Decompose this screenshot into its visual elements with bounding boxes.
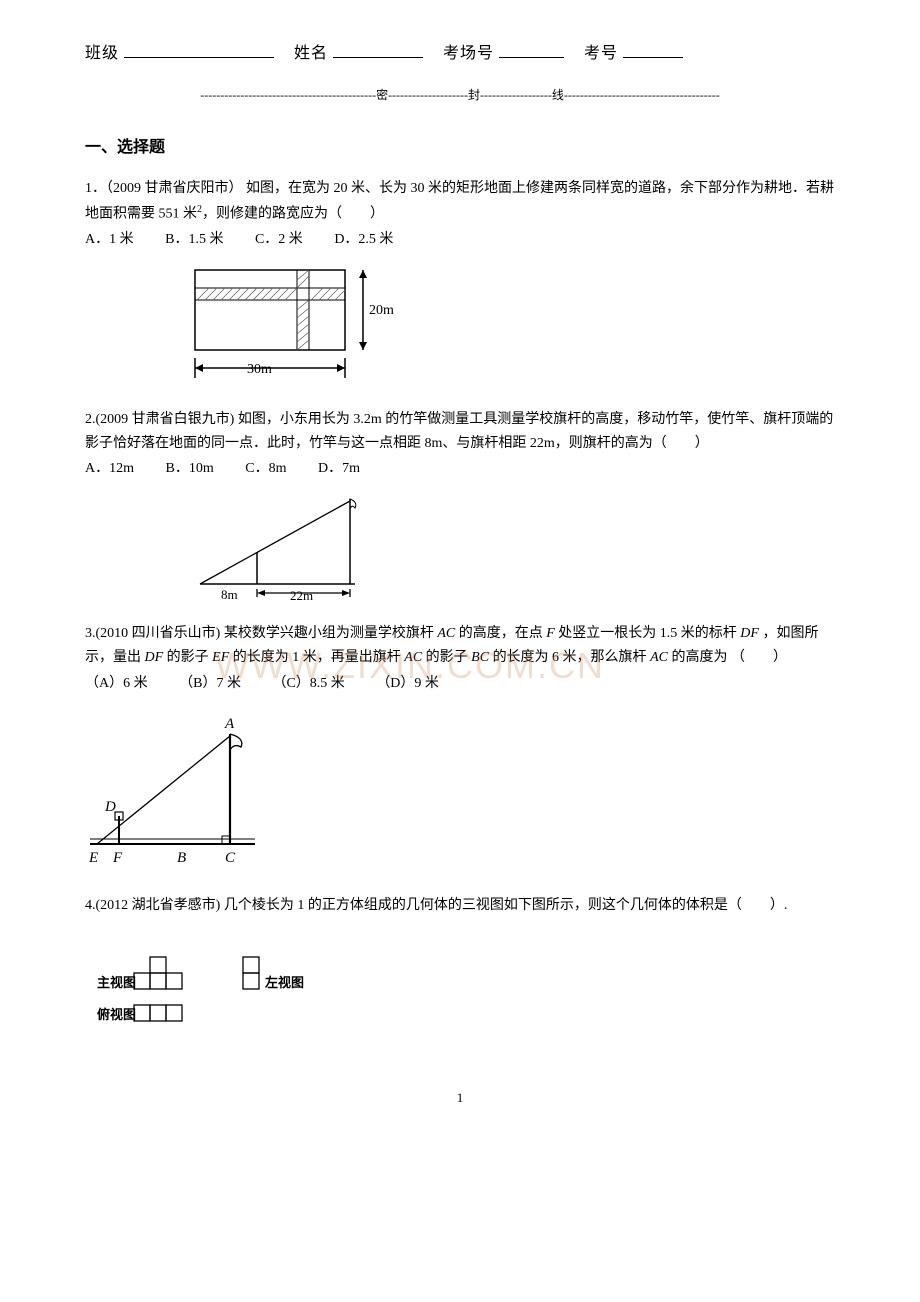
svg-text:主视图: 主视图 bbox=[97, 975, 136, 990]
q4-text: 4.(2012 湖北省孝感市) 几个棱长为 1 的正方体组成的几何体的三视图如下… bbox=[85, 894, 835, 918]
q1-options: A．1 米 B．1.5 米 C．2 米 D．2.5 米 bbox=[85, 228, 835, 252]
q1-figure: 20m 30m bbox=[185, 260, 835, 390]
name-label: 姓名 bbox=[294, 45, 328, 62]
class-label: 班级 bbox=[85, 45, 119, 62]
q3-options: （A）6 米 （B）7 米 （C）8.5 米 （D）9 米 bbox=[85, 672, 835, 696]
q4-figure: 主视图 左视图 俯视图 bbox=[95, 947, 835, 1047]
q1-text: 1．（2009 甘肃省庆阳市） 如图，在宽为 20 米、长为 30 米的矩形地面… bbox=[85, 181, 834, 221]
q2-fig-b: 22m bbox=[290, 588, 313, 603]
id-blank[interactable] bbox=[623, 42, 683, 58]
q1-opt-b: B．1.5 米 bbox=[165, 232, 223, 247]
q3-text: 3.(2010 四川省乐山市) 某校数学兴趣小组为测量学校旗杆 AC 的高度，在… bbox=[85, 622, 835, 670]
q2-text: 2.(2009 甘肃省白银九市) 如图，小东用长为 3.2m 的竹竿做测量工具测… bbox=[85, 408, 835, 456]
svg-text:A: A bbox=[224, 716, 235, 732]
svg-text:B: B bbox=[177, 850, 186, 866]
q3-opt-c: （C）8.5 米 bbox=[272, 676, 344, 691]
page: 班级 姓名 考场号 考号 ---------------------------… bbox=[85, 40, 835, 1109]
q1-text-tail: ，则修建的路宽应为（ ） bbox=[202, 206, 384, 221]
q2-opt-a: A．12m bbox=[85, 461, 134, 476]
q1-opt-a: A．1 米 bbox=[85, 232, 134, 247]
svg-text:F: F bbox=[112, 850, 123, 866]
q2-opt-c: C．8m bbox=[245, 461, 286, 476]
q3-opt-b: （B）7 米 bbox=[179, 676, 241, 691]
svg-text:俯视图: 俯视图 bbox=[97, 1007, 136, 1022]
section-title: 一、选择题 bbox=[85, 134, 835, 161]
header-row: 班级 姓名 考场号 考号 bbox=[85, 40, 835, 67]
q3-opt-a: （A）6 米 bbox=[85, 676, 148, 691]
q1-opt-c: C．2 米 bbox=[255, 232, 303, 247]
svg-text:左视图: 左视图 bbox=[265, 975, 304, 990]
q2-opt-b: B．10m bbox=[166, 461, 214, 476]
q2-opt-d: D．7m bbox=[318, 461, 360, 476]
svg-text:E: E bbox=[88, 850, 98, 866]
svg-text:C: C bbox=[225, 850, 236, 866]
class-blank[interactable] bbox=[124, 42, 274, 58]
id-label: 考号 bbox=[584, 45, 618, 62]
question-4: 4.(2012 湖北省孝感市) 几个棱长为 1 的正方体组成的几何体的三视图如下… bbox=[85, 894, 835, 1048]
question-2: 2.(2009 甘肃省白银九市) 如图，小东用长为 3.2m 的竹竿做测量工具测… bbox=[85, 408, 835, 604]
q2-fig-a: 8m bbox=[221, 587, 238, 602]
page-number: 1 bbox=[85, 1087, 835, 1109]
room-label: 考场号 bbox=[443, 45, 494, 62]
seal-line: ----------------------------------------… bbox=[85, 85, 835, 105]
q1-fig-w: 30m bbox=[247, 362, 272, 377]
q3-opt-d: （D）9 米 bbox=[376, 676, 439, 691]
q2-options: A．12m B．10m C．8m D．7m bbox=[85, 457, 835, 481]
question-3: 3.(2010 四川省乐山市) 某校数学兴趣小组为测量学校旗杆 AC 的高度，在… bbox=[85, 622, 835, 875]
question-1: 1．（2009 甘肃省庆阳市） 如图，在宽为 20 米、长为 30 米的矩形地面… bbox=[85, 177, 835, 390]
name-blank[interactable] bbox=[333, 42, 423, 58]
q1-fig-h: 20m bbox=[369, 303, 394, 318]
q1-opt-d: D．2.5 米 bbox=[334, 232, 393, 247]
q3-figure: A D E F B C bbox=[85, 716, 835, 876]
svg-text:D: D bbox=[104, 799, 116, 815]
room-blank[interactable] bbox=[499, 42, 564, 58]
q2-figure: 8m 22m bbox=[195, 489, 835, 604]
